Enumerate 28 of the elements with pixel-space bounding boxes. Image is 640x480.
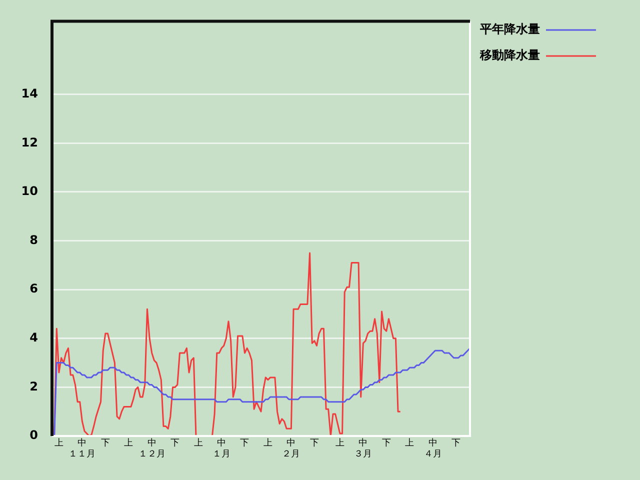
x-tick-label: 上 (124, 438, 134, 449)
x-tick-label: 上 (263, 438, 272, 449)
y-tick-label: 14 (21, 86, 38, 101)
x-tick-label: 中１月 (212, 438, 231, 460)
x-tick-label: 中３月 (354, 438, 372, 460)
x-tick-label: 中１２月 (138, 438, 166, 460)
x-tick-label: 下 (170, 438, 180, 449)
y-tick-label: 12 (21, 135, 38, 150)
x-tick-label: 下 (382, 438, 391, 449)
x-tick-label: 下 (310, 438, 319, 449)
x-tick-label: 下 (452, 438, 461, 449)
x-tick-label: 下 (240, 438, 250, 449)
x-tick-label: 中１１月 (68, 438, 96, 460)
legend-label: 平年降水量 (479, 22, 540, 36)
y-tick-label: 10 (21, 184, 38, 198)
legend-label: 移動降水量 (479, 48, 540, 62)
y-tick-label: 8 (30, 232, 38, 247)
x-tick-label: 下 (100, 438, 110, 449)
x-tick-label: 上 (194, 438, 203, 449)
y-tick-label: 6 (30, 282, 38, 296)
y-tick-label: 4 (30, 330, 38, 345)
y-tick-label: 0 (30, 428, 38, 442)
x-tick-label: 中２月 (282, 438, 300, 460)
x-tick-label: 中４月 (424, 438, 442, 460)
y-tick-label: 2 (30, 379, 38, 394)
x-tick-label: 上 (54, 438, 64, 449)
x-tick-label: 上 (405, 438, 414, 449)
x-tick-label: 上 (335, 438, 344, 449)
